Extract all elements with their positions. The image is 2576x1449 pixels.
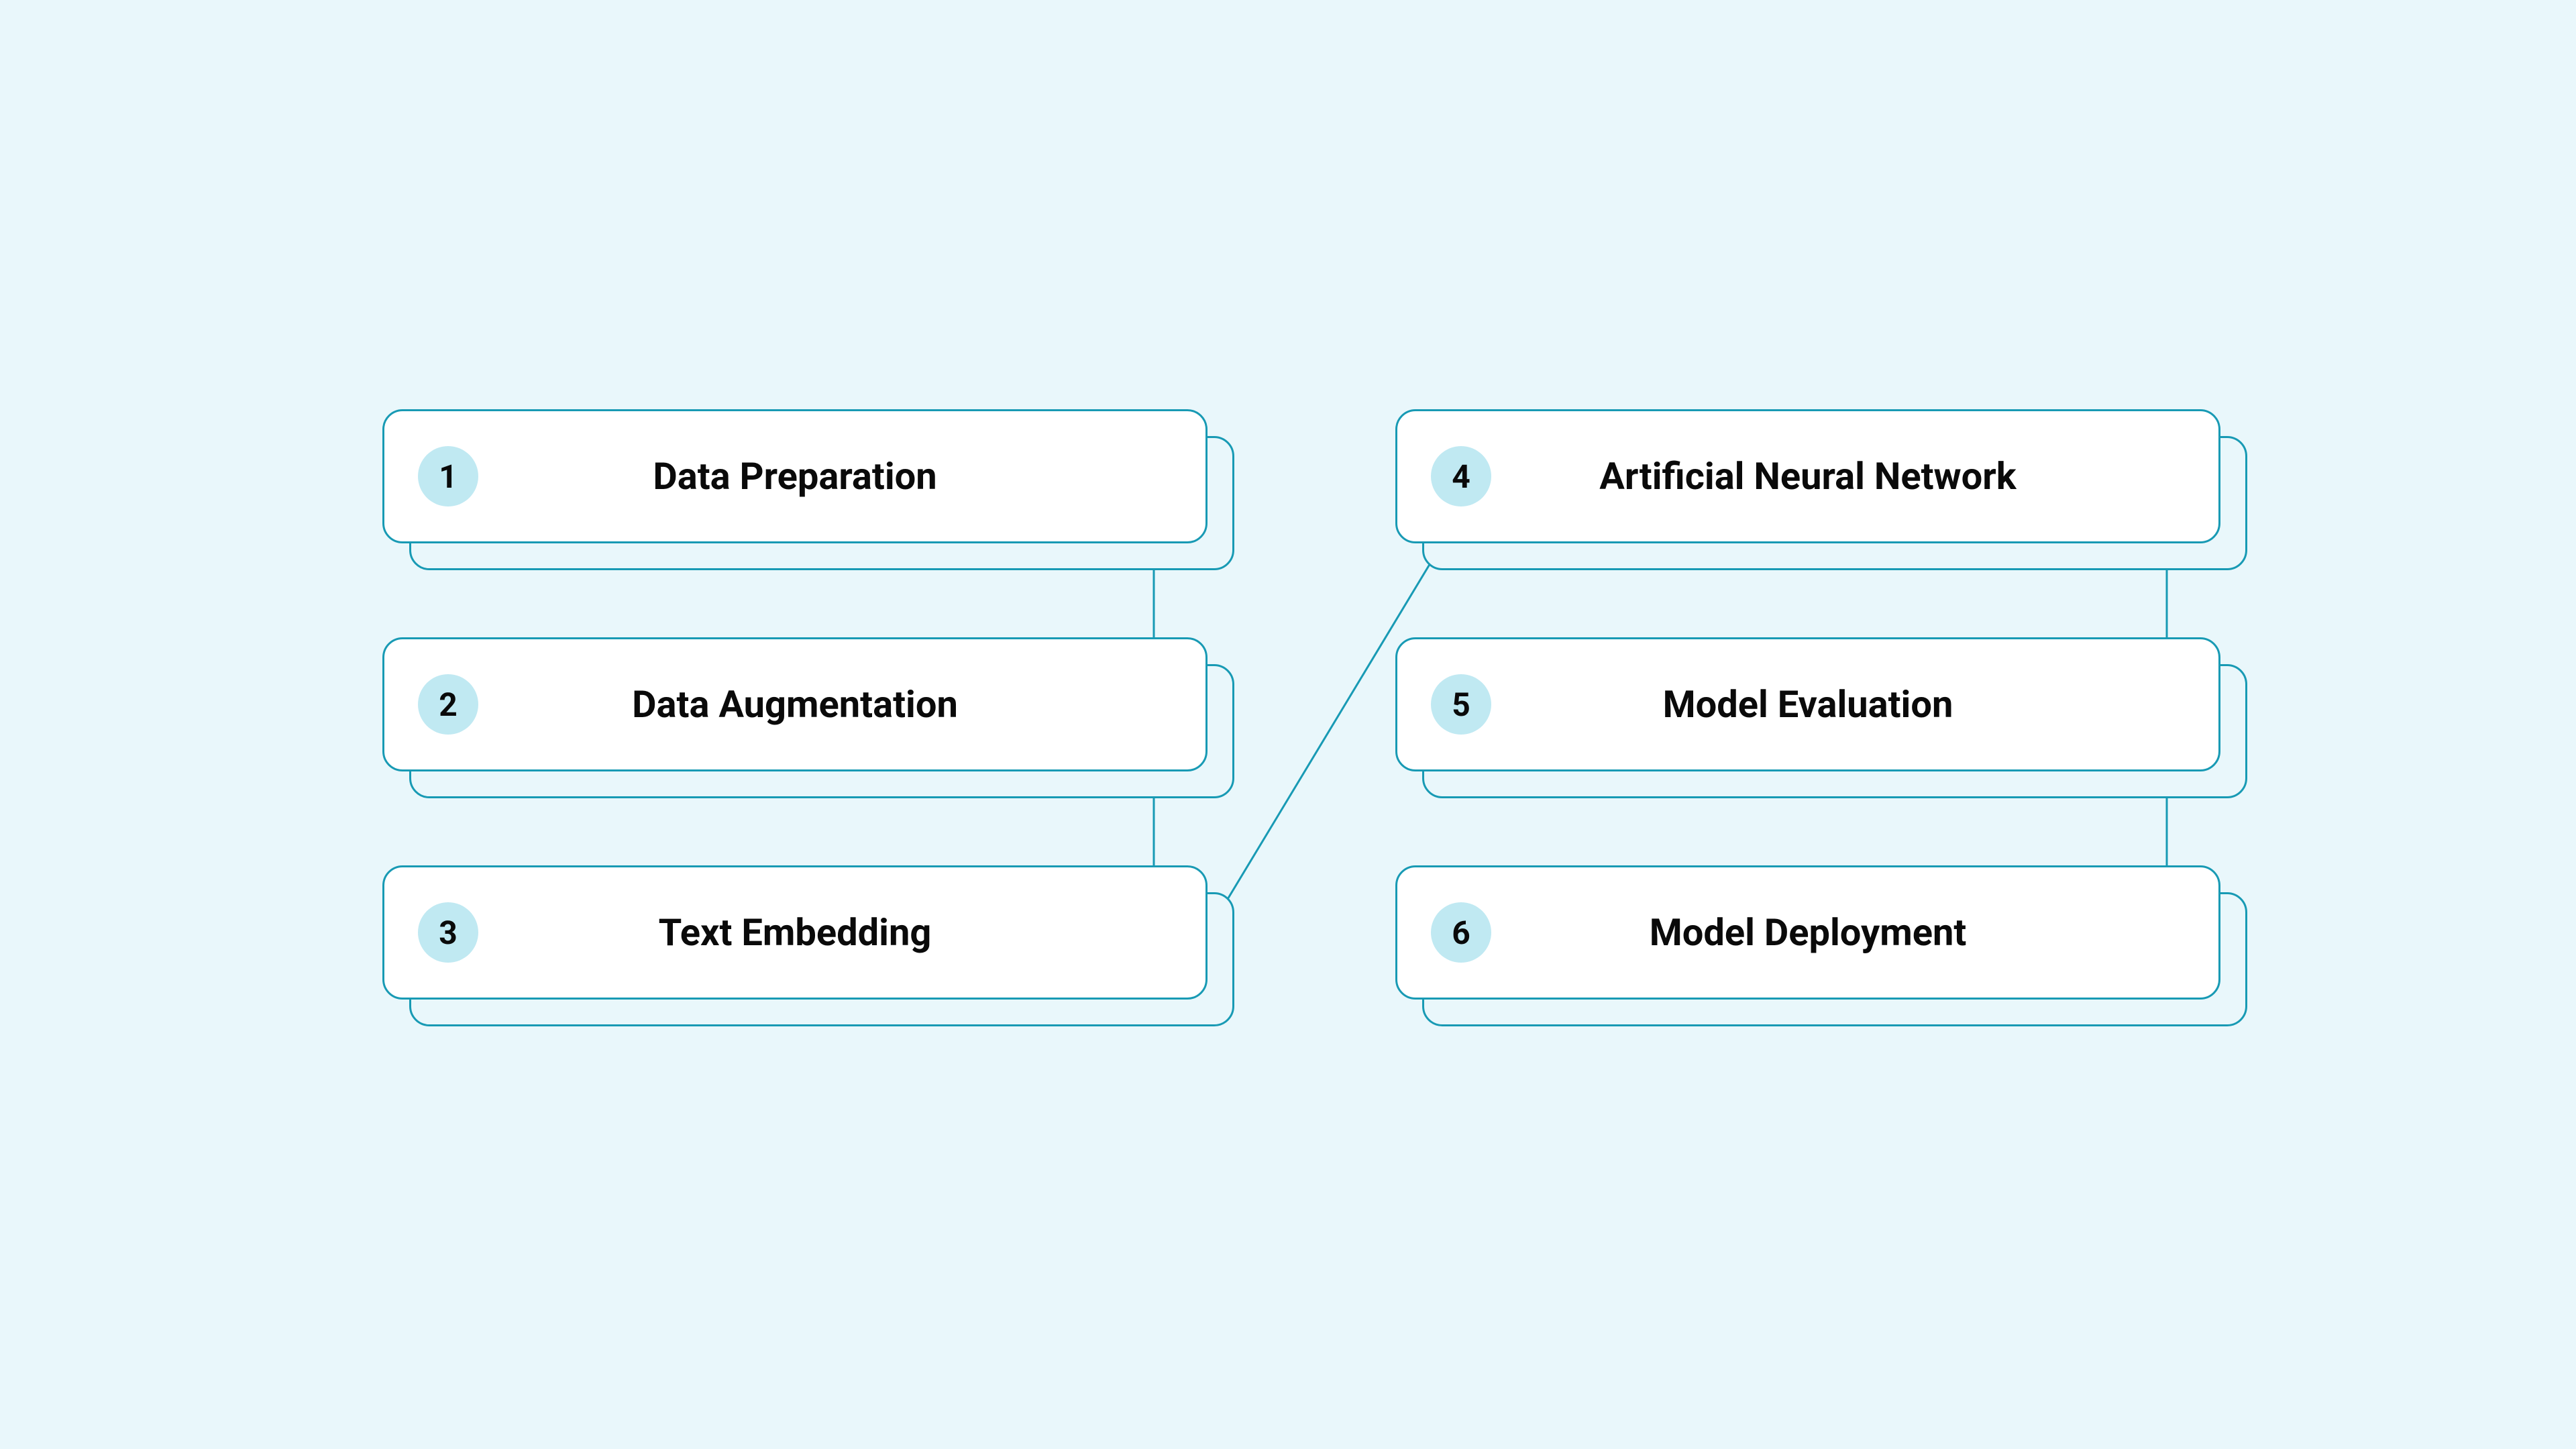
step-front: 1Data Preparation xyxy=(382,409,1208,543)
step-front: 4Artificial Neural Network xyxy=(1395,409,2220,543)
step-front: 5Model Evaluation xyxy=(1395,637,2220,771)
step-number-badge: 2 xyxy=(418,674,478,735)
step-number-badge: 3 xyxy=(418,902,478,963)
step-2: 2Data Augmentation xyxy=(382,637,1234,798)
step-6: 6Model Deployment xyxy=(1395,865,2247,1026)
step-1: 1Data Preparation xyxy=(382,409,1234,570)
step-number-badge: 5 xyxy=(1431,674,1491,735)
step-label: Model Deployment xyxy=(1491,910,2125,955)
step-5: 5Model Evaluation xyxy=(1395,637,2247,798)
diagram-canvas: 1Data Preparation 2Data Augmentation 3Text… xyxy=(0,0,2576,1449)
step-label: Artificial Neural Network xyxy=(1491,454,2125,498)
step-label: Text Embedding xyxy=(478,910,1112,955)
step-front: 3Text Embedding xyxy=(382,865,1208,1000)
step-number-badge: 4 xyxy=(1431,446,1491,506)
step-label: Model Evaluation xyxy=(1491,682,2125,727)
step-3: 3Text Embedding xyxy=(382,865,1234,1026)
step-front: 2Data Augmentation xyxy=(382,637,1208,771)
step-front: 6Model Deployment xyxy=(1395,865,2220,1000)
step-label: Data Augmentation xyxy=(478,682,1112,727)
step-number-badge: 6 xyxy=(1431,902,1491,963)
step-4: 4Artificial Neural Network xyxy=(1395,409,2247,570)
step-label: Data Preparation xyxy=(478,454,1112,498)
step-number-badge: 1 xyxy=(418,446,478,506)
